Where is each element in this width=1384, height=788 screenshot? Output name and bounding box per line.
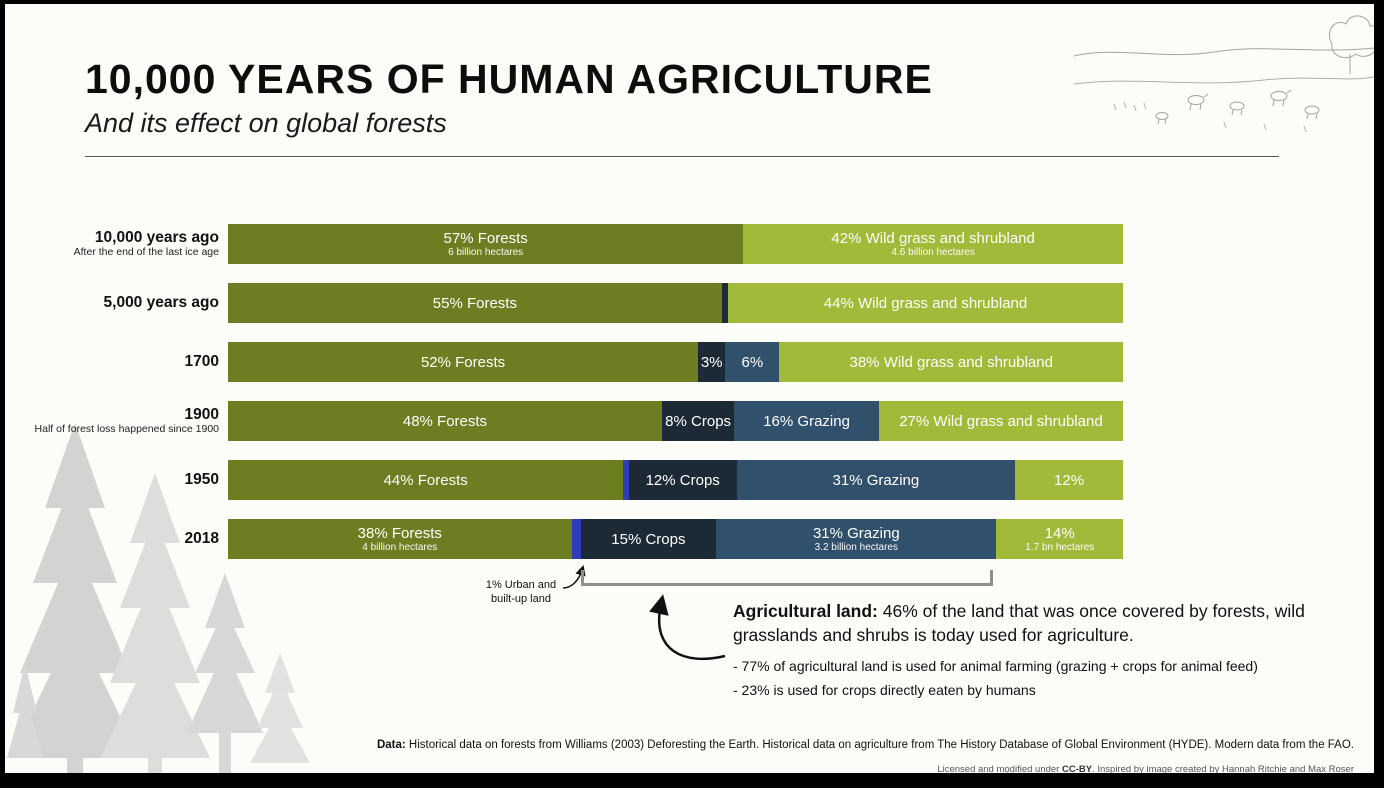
agricultural-point-animal-farming: - 77% of agricultural land is used for a… (733, 658, 1258, 675)
row-label: 2018 (5, 519, 228, 559)
segment-crops: 8% Crops (661, 401, 735, 441)
urban-land-callout: 1% Urban and built-up land (485, 579, 557, 606)
segment-sublabel: 3.2 billion hectares (814, 542, 898, 553)
license-cc-by: CC-BY (1061, 764, 1093, 773)
row-label: 1950 (5, 460, 228, 500)
segment-label: 42% Wild grass and shrubland (831, 230, 1035, 247)
segment-crops-sliver (721, 283, 729, 323)
segment-forests: 57% Forests 6 billion hectares (228, 224, 744, 264)
segment-sublabel: 4.6 billion hectares (891, 247, 975, 258)
segment-grazing: 31% Grazing (736, 460, 1016, 500)
chart-row-5000-years-ago: 5,000 years ago 55% Forests 44% Wild gra… (5, 283, 1123, 323)
agricultural-land-points: - 77% of agricultural land is used for a… (733, 655, 1374, 703)
segment-forests: 38% Forests 4 billion hectares (228, 519, 572, 559)
segment-label: 44% Forests (383, 471, 468, 489)
segment-grazing: 6% (725, 342, 780, 382)
segment-sublabel: 6 billion hectares (448, 247, 524, 258)
agricultural-land-body: 46% of the land that was once covered by… (733, 601, 1305, 645)
segment-crops: 3% (698, 342, 726, 382)
segment-label: 16% Grazing (763, 412, 850, 430)
data-source-label: Data: (376, 739, 406, 751)
segment-label: 44% Wild grass and shrubland (823, 294, 1028, 312)
row-label: 1700 (5, 342, 228, 382)
segment-label: 38% Forests (357, 525, 442, 542)
bar: 52% Forests 3% 6% 38% Wild grass and shr… (228, 342, 1123, 382)
segment-label: 52% Forests (420, 353, 506, 371)
segment-label: 14% (1044, 525, 1075, 542)
segment-grazing: 16% Grazing (734, 401, 879, 441)
bar: 57% Forests 6 billion hectares 42% Wild … (228, 224, 1123, 264)
segment-label: 27% Wild grass and shrubland (899, 412, 1103, 430)
segment-grazing: 31% Grazing 3.2 billion hectares (716, 519, 997, 559)
segment-forests: 55% Forests (228, 283, 722, 323)
page-title: 10,000 YEARS OF HUMAN AGRICULTURE (85, 56, 933, 102)
segment-urban-sliver (623, 460, 629, 500)
segment-wild-grass: 42% Wild grass and shrubland 4.6 billion… (743, 224, 1123, 264)
agricultural-land-annotation: Agricultural land: 46% of the land that … (733, 600, 1374, 703)
chart-row-1950: 1950 44% Forests 12% Crops 31% Grazing 1… (5, 460, 1123, 500)
infographic-frame: 10,000 YEARS OF HUMAN AGRICULTURE And it… (5, 4, 1374, 773)
chart-row-1900: 1900 Half of forest loss happened since … (5, 401, 1123, 441)
bar: 48% Forests 8% Crops 16% Grazing 27% Wil… (228, 401, 1123, 441)
segment-wild-grass: 44% Wild grass and shrubland (728, 283, 1123, 323)
page-subtitle: And its effect on global forests (85, 108, 447, 138)
row-label-sub: Half of forest loss happened since 1900 (34, 422, 219, 435)
row-label-sub: After the end of the last ice age (73, 245, 219, 258)
agricultural-point-human-crops: - 23% is used for crops directly eaten b… (733, 682, 1036, 699)
segment-crops: 15% Crops (580, 519, 717, 559)
agricultural-land-arrow (649, 594, 726, 661)
row-label-main: 1700 (184, 353, 219, 371)
data-source-line: Data: Historical data on forests from Wi… (377, 739, 1354, 751)
row-label: 10,000 years ago After the end of the la… (5, 224, 228, 264)
segment-wild-grass: 38% Wild grass and shrubland (779, 342, 1123, 382)
segment-label: 12% Crops (645, 471, 720, 489)
segment-label: 57% Forests (443, 230, 528, 247)
row-label-main: 2018 (184, 530, 219, 548)
agricultural-land-title: Agricultural land: (733, 601, 878, 621)
segment-sublabel: 1.7 bn hectares (1025, 542, 1095, 553)
data-source-text: Historical data on forests from Williams… (405, 739, 1354, 751)
segment-forests: 44% Forests (228, 460, 624, 500)
segment-label: 31% Grazing (832, 471, 920, 489)
chart-row-2018: 2018 38% Forests 4 billion hectares 15% … (5, 519, 1123, 559)
segment-wild-grass: 27% Wild grass and shrubland (878, 401, 1123, 441)
stacked-bar-chart: 10,000 years ago After the end of the la… (5, 224, 1123, 578)
segment-label: 12% (1054, 471, 1085, 489)
segment-label: 31% Grazing (812, 525, 900, 542)
bar: 55% Forests 44% Wild grass and shrubland (228, 283, 1123, 323)
segment-label: 8% Crops (665, 412, 732, 430)
segment-crops: 12% Crops (628, 460, 737, 500)
license-post: . Inspired by image created by Hannah Ri… (1092, 764, 1354, 773)
segment-label: 3% (700, 353, 723, 371)
row-label-main: 1900 (184, 405, 219, 423)
segment-wild-grass: 14% 1.7 bn hectares (996, 519, 1123, 559)
row-label: 1900 Half of forest loss happened since … (5, 401, 228, 441)
agricultural-land-text: Agricultural land: 46% of the land that … (733, 600, 1338, 647)
header-divider (85, 156, 1279, 157)
row-label: 5,000 years ago (5, 283, 228, 323)
row-label-main: 1950 (184, 471, 219, 489)
segment-forests: 52% Forests (228, 342, 699, 382)
segment-label: 15% Crops (611, 530, 686, 548)
agricultural-land-bracket (581, 570, 993, 586)
license-line: Licensed and modified under CC-BY. Inspi… (937, 764, 1354, 773)
segment-urban-sliver (571, 519, 581, 559)
row-label-main: 5,000 years ago (103, 294, 219, 312)
segment-sublabel: 4 billion hectares (362, 542, 438, 553)
row-label-main: 10,000 years ago (94, 228, 219, 246)
bar: 38% Forests 4 billion hectares 15% Crops… (228, 519, 1123, 559)
license-pre: Licensed and modified under (937, 764, 1062, 773)
bar: 44% Forests 12% Crops 31% Grazing 12% (228, 460, 1123, 500)
forest-silhouette-decoration (7, 423, 310, 773)
segment-label: 55% Forests (432, 294, 517, 312)
segment-label: 48% Forests (402, 412, 488, 430)
segment-forests: 48% Forests (228, 401, 662, 441)
chart-row-10000-years-ago: 10,000 years ago After the end of the la… (5, 224, 1123, 264)
segment-label: 38% Wild grass and shrubland (849, 353, 1053, 371)
segment-label: 6% (741, 353, 764, 371)
chart-row-1700: 1700 52% Forests 3% 6% 38% Wild grass an… (5, 342, 1123, 382)
landscape-sketch-decoration (1074, 15, 1374, 133)
segment-wild-grass: 12% (1015, 460, 1123, 500)
